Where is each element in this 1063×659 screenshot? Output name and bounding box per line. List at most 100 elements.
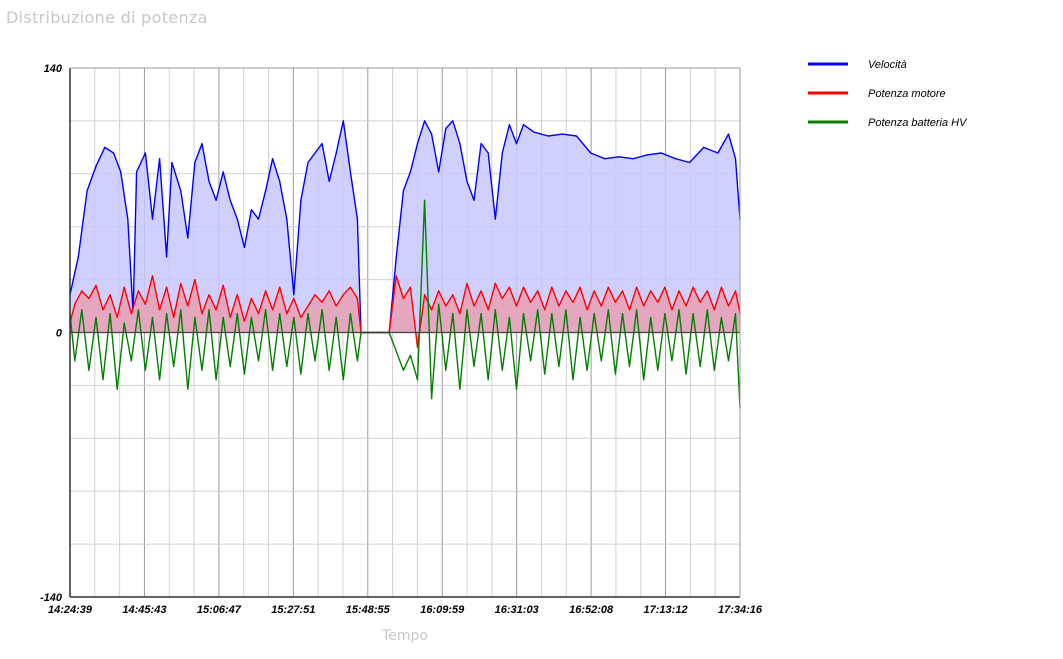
series-line-0 (69, 120, 741, 334)
data-point (151, 316, 154, 318)
data-point (734, 158, 737, 160)
data-point (123, 286, 125, 288)
data-point (137, 309, 139, 311)
data-point (171, 161, 173, 164)
data-point (187, 237, 189, 239)
data-point (144, 369, 146, 371)
data-point (628, 309, 631, 311)
data-point (487, 152, 489, 154)
data-point (713, 309, 715, 311)
data-point (473, 305, 475, 307)
y-tick-labels: 140 0 -140 (40, 63, 63, 604)
data-point (314, 294, 316, 296)
data-point (236, 294, 238, 296)
data-point (173, 365, 175, 368)
data-point (522, 313, 525, 315)
data-point (300, 316, 302, 318)
data-point (614, 301, 617, 303)
data-point (356, 218, 358, 220)
data-point (194, 161, 196, 164)
data-point (328, 180, 330, 182)
data-point (607, 309, 609, 311)
data-point (445, 127, 447, 130)
data-point (628, 365, 631, 368)
data-point (692, 286, 694, 288)
data-point (494, 218, 496, 220)
data-point (607, 286, 609, 288)
data-point (586, 309, 588, 311)
data-point (342, 120, 344, 122)
data-point (395, 350, 397, 352)
data-point (424, 294, 426, 296)
legend-label: Potenza motore (868, 88, 946, 100)
data-point (547, 135, 549, 137)
data-point (307, 161, 309, 164)
data-point (250, 297, 252, 300)
data-point (265, 290, 267, 292)
data-point (717, 152, 719, 154)
data-point (104, 146, 106, 148)
data-point (307, 313, 309, 315)
data-point (473, 365, 475, 368)
x-axis-title: Tempo (381, 628, 428, 644)
data-point (86, 190, 88, 192)
data-point (459, 313, 461, 315)
data-point (438, 290, 440, 292)
data-point (300, 199, 302, 201)
data-point (699, 365, 701, 368)
data-point (342, 294, 344, 296)
data-point (208, 294, 210, 296)
data-point (565, 290, 567, 292)
data-point (102, 309, 104, 311)
data-point (77, 256, 79, 258)
data-point (593, 313, 595, 315)
data-point (95, 284, 97, 286)
data-point (650, 290, 652, 292)
data-point (173, 316, 175, 318)
data-point (544, 309, 546, 311)
data-point (321, 309, 323, 311)
data-point (194, 316, 196, 318)
data-point (685, 305, 687, 307)
data-point (166, 286, 168, 288)
data-point (144, 303, 146, 305)
data-point (515, 305, 518, 307)
data-point (636, 286, 638, 288)
data-point (438, 171, 440, 173)
data-point (416, 143, 419, 145)
data-point (646, 154, 648, 156)
data-point (222, 171, 224, 173)
data-point (286, 313, 288, 315)
data-point (130, 360, 132, 362)
data-point (88, 369, 90, 371)
data-point (431, 398, 433, 400)
data-point (201, 143, 203, 145)
x-tick-label: 16:31:03 (495, 604, 539, 616)
data-point (508, 124, 510, 126)
data-point (293, 294, 295, 296)
data-point (459, 143, 461, 145)
data-point (416, 347, 419, 349)
data-point (452, 294, 454, 296)
data-point (257, 360, 260, 362)
series-line-1 (69, 275, 741, 349)
data-point (279, 313, 281, 315)
data-point (166, 313, 168, 315)
data-point (159, 309, 161, 311)
data-point (81, 290, 83, 292)
data-point (286, 218, 288, 220)
series-line-2 (69, 199, 741, 409)
data-point (123, 322, 125, 324)
data-point (537, 290, 539, 292)
data-point (551, 286, 553, 288)
data-point (699, 301, 701, 303)
data-point (508, 316, 510, 318)
data-point (416, 379, 419, 381)
x-tick-label: 14:45:43 (122, 604, 166, 616)
data-point (257, 218, 260, 220)
data-point (600, 360, 602, 362)
data-point (431, 133, 433, 135)
data-point (515, 388, 518, 390)
data-point (487, 309, 489, 311)
